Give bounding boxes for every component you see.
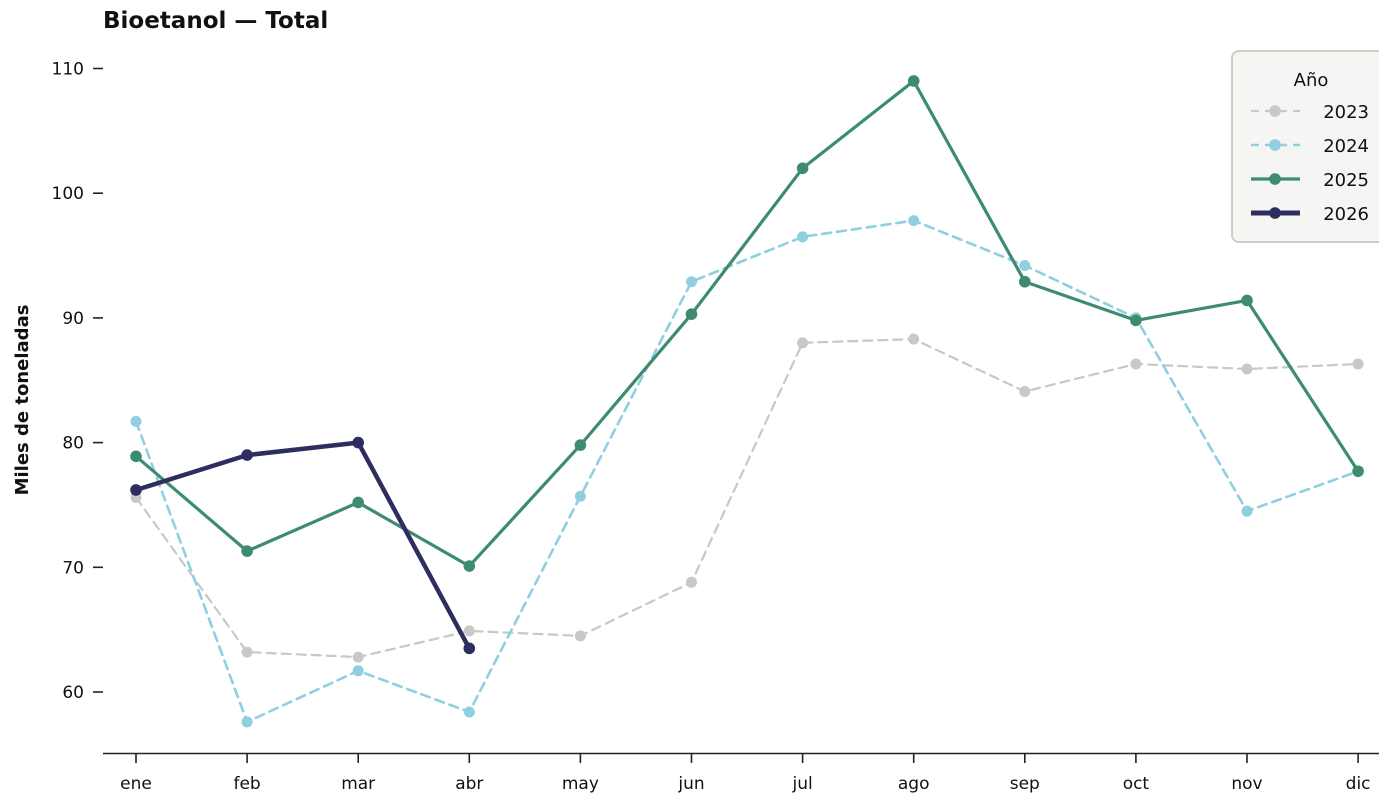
data-point-2026	[463, 642, 476, 655]
data-point-2024	[241, 716, 253, 728]
data-point-2024	[574, 490, 586, 502]
legend-title: Año	[1294, 70, 1329, 91]
data-point-2025	[907, 75, 920, 87]
data-point-2025	[796, 162, 809, 175]
data-point-2025	[1130, 314, 1142, 327]
legend-items: 2023 2024 2025 2026	[1251, 102, 1369, 225]
data-point-2025	[352, 496, 365, 509]
data-point-2023	[463, 625, 475, 637]
data-point-2023	[241, 646, 253, 658]
legend-item-2023: 2023	[1251, 102, 1369, 123]
x-tick-label: nov	[1231, 774, 1262, 793]
data-point-2025	[463, 560, 476, 572]
data-point-2023	[352, 651, 364, 663]
legend-label: 2023	[1323, 102, 1369, 123]
series-2025	[130, 75, 1364, 572]
legend-label: 2026	[1323, 204, 1369, 225]
y-tick-label: 70	[62, 558, 84, 578]
data-point-2025	[1019, 275, 1031, 288]
legend-marker	[1269, 173, 1281, 185]
series-line-2025	[134, 79, 1360, 568]
x-tick-label: oct	[1123, 774, 1150, 793]
series-line-2023	[134, 338, 1360, 659]
y-tick-label: 60	[62, 683, 84, 703]
series-line-2026	[133, 440, 472, 651]
data-point-2025	[1352, 465, 1364, 478]
data-point-2024	[1019, 260, 1031, 272]
data-point-2025	[130, 450, 142, 463]
x-tick-label: mar	[341, 774, 375, 793]
data-point-2026	[241, 449, 253, 461]
data-point-2024	[686, 276, 697, 288]
data-point-2023	[1130, 358, 1142, 370]
data-point-2024	[908, 215, 920, 227]
legend-label: 2024	[1323, 136, 1369, 157]
series-layer	[130, 75, 1364, 728]
x-ticks: ene feb mar abr may jun jul ago sep oct nov dic	[120, 754, 1371, 793]
data-point-2025	[241, 545, 253, 557]
x-tick-label: jul	[791, 774, 812, 793]
data-point-2023	[1019, 385, 1031, 397]
x-tick-label: dic	[1346, 774, 1371, 793]
series-2024	[130, 215, 1364, 728]
data-point-2023	[574, 630, 586, 642]
series-line-2024	[134, 219, 1360, 724]
series-2026	[130, 436, 476, 655]
legend-item-2026: 2026	[1251, 204, 1369, 225]
data-point-2024	[130, 415, 142, 427]
x-tick-label: feb	[233, 774, 260, 793]
legend-box	[1231, 50, 1379, 243]
data-point-2023	[797, 337, 809, 349]
y-tick-label: 90	[62, 309, 84, 329]
y-tick-label: 80	[62, 434, 84, 454]
legend: Año 2023 2024 2025 2026	[1231, 50, 1379, 243]
legend-item-2024: 2024	[1251, 136, 1369, 157]
data-point-2024	[1241, 505, 1253, 517]
data-point-2025	[1241, 294, 1253, 307]
y-tick-label: 100	[52, 184, 84, 204]
x-tick-label: sep	[1010, 774, 1040, 793]
legend-label: 2025	[1323, 170, 1369, 191]
y-ticks: 60 70 80 90 100 110	[52, 60, 103, 703]
x-tick-label: ago	[898, 774, 930, 793]
data-point-2024	[463, 706, 475, 718]
y-axis-label: Miles de toneladas	[12, 305, 33, 496]
x-tick-label: ene	[120, 774, 152, 793]
y-tick-label: 110	[52, 60, 84, 80]
data-point-2023	[686, 576, 697, 588]
data-point-2025	[685, 308, 698, 320]
legend-marker	[1269, 105, 1281, 117]
data-point-2023	[1352, 358, 1364, 370]
x-tick-label: abr	[455, 774, 483, 793]
chart-title: Bioetanol — Total	[103, 8, 328, 34]
legend-marker	[1269, 139, 1281, 151]
data-point-2024	[797, 231, 809, 243]
x-tick-label: may	[562, 774, 599, 793]
legend-item-2025: 2025	[1251, 170, 1369, 191]
series-2023	[130, 333, 1364, 663]
data-point-2024	[352, 665, 364, 677]
data-point-2023	[1241, 363, 1253, 375]
x-tick-label: jun	[677, 774, 704, 793]
data-point-2026	[352, 436, 365, 449]
data-point-2025	[574, 439, 587, 451]
data-point-2026	[130, 484, 142, 496]
data-point-2023	[908, 333, 920, 345]
legend-marker	[1269, 207, 1281, 219]
